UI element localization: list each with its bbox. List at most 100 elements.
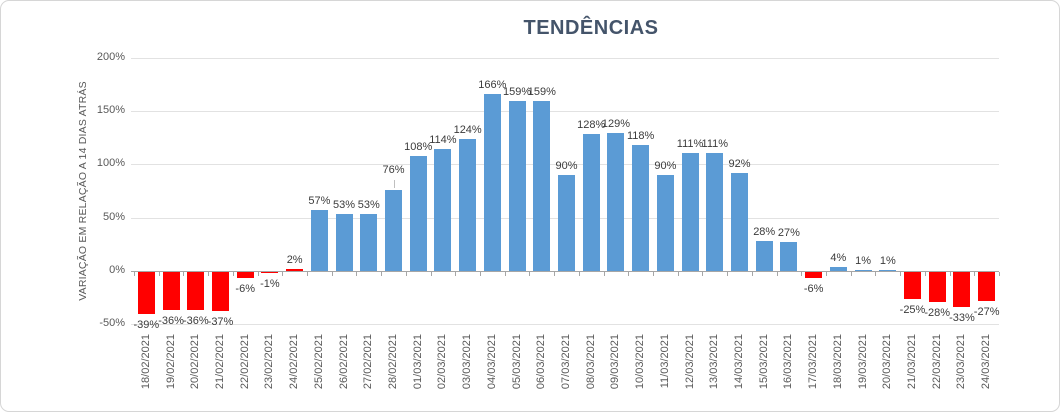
data-label: -1% [260, 278, 280, 291]
x-axis-tick-mark [381, 272, 383, 276]
x-axis-tick-mark [282, 272, 284, 276]
x-axis-tick-mark [331, 272, 333, 276]
data-label: 2% [286, 253, 303, 266]
x-axis-category-label: 22/02/2021 [238, 334, 251, 390]
bar[interactable] [681, 152, 699, 271]
x-axis-tick-mark [875, 272, 877, 276]
data-label: -36% [182, 315, 209, 328]
bar[interactable] [731, 172, 748, 271]
x-axis-tick-mark [257, 272, 259, 276]
bar[interactable] [558, 175, 575, 271]
data-label: 129% [601, 118, 630, 131]
bar[interactable] [434, 149, 452, 271]
bar[interactable] [854, 269, 872, 271]
data-label: 76% [382, 163, 405, 176]
bar[interactable] [904, 272, 921, 299]
bar[interactable] [162, 272, 180, 311]
x-axis-category-label: 07/03/2021 [560, 334, 572, 390]
bar[interactable] [978, 272, 996, 301]
y-axis-tick-label: 50% [102, 210, 125, 223]
x-axis-tick-mark [776, 272, 778, 276]
bar[interactable] [286, 268, 304, 271]
data-label: -6% [235, 283, 255, 296]
y-gridline [131, 57, 999, 59]
x-axis-category-label: 17/03/2021 [807, 334, 820, 390]
x-axis-category-label: 02/03/2021 [436, 334, 449, 390]
data-label: 111% [676, 137, 704, 150]
bar[interactable] [335, 214, 353, 271]
x-axis-category-label: 27/02/2021 [362, 334, 375, 390]
x-axis-category-label: 04/03/2021 [485, 334, 498, 390]
data-label: 114% [429, 134, 457, 147]
x-axis-category-label: 23/03/2021 [955, 334, 968, 390]
bar[interactable] [483, 93, 501, 271]
x-axis-tick-mark [430, 272, 432, 276]
x-axis-tick-mark [405, 272, 407, 276]
bar[interactable] [459, 138, 477, 271]
data-label: 4% [830, 251, 847, 264]
bar[interactable] [236, 272, 254, 279]
x-axis-tick-mark [480, 272, 481, 276]
x-axis-tick-mark [801, 272, 803, 276]
bar[interactable] [261, 272, 279, 274]
y-gridline [131, 324, 999, 326]
x-axis-tick-mark [134, 272, 135, 276]
x-axis-category-label: 03/03/2021 [461, 334, 474, 390]
data-label: -36% [158, 315, 184, 328]
x-axis-category-label: 14/03/2021 [733, 334, 745, 390]
x-axis-tick-mark [455, 272, 457, 276]
bar[interactable] [780, 242, 798, 271]
data-label: 111% [701, 137, 729, 150]
bar[interactable] [533, 101, 551, 271]
bar[interactable] [755, 241, 773, 271]
bar[interactable] [632, 145, 650, 271]
x-axis-tick-mark [999, 272, 1000, 276]
x-axis-category-label: 23/02/2021 [263, 334, 276, 390]
data-label: 166% [478, 78, 507, 91]
x-axis-category-label: 16/03/2021 [782, 334, 795, 390]
x-axis-tick-mark [751, 272, 753, 276]
x-axis-category-label: 12/03/2021 [683, 334, 696, 390]
data-label: 57% [308, 195, 331, 208]
bar[interactable] [409, 155, 427, 271]
bar[interactable] [953, 272, 971, 308]
bar[interactable] [928, 272, 946, 302]
bar[interactable] [187, 272, 205, 311]
bar[interactable] [656, 175, 674, 271]
x-axis-category-label: 15/03/2021 [757, 334, 770, 390]
bar[interactable] [805, 272, 823, 279]
data-label: 1% [855, 254, 872, 267]
bar[interactable] [310, 210, 328, 271]
bar[interactable] [385, 189, 402, 271]
bar[interactable] [879, 269, 897, 271]
x-axis-tick-mark [850, 272, 852, 276]
bar[interactable] [360, 214, 378, 271]
x-axis-category-label: 10/03/2021 [634, 334, 647, 390]
x-axis-tick-mark [232, 272, 234, 276]
x-axis-category-label: 21/02/2021 [214, 334, 226, 390]
bar[interactable] [508, 101, 526, 271]
data-label: -6% [803, 283, 824, 296]
x-axis-tick-mark [900, 272, 902, 276]
data-label: 53% [357, 199, 380, 212]
x-axis-tick-mark [578, 272, 580, 276]
bar[interactable] [607, 133, 625, 271]
x-axis-category-label: 19/02/2021 [164, 334, 177, 390]
bar[interactable] [212, 272, 229, 312]
bar[interactable] [582, 134, 600, 271]
bar[interactable] [829, 266, 847, 271]
y-axis-tick-label: -50% [99, 317, 125, 330]
bar[interactable] [706, 152, 724, 271]
data-label: 92% [728, 157, 751, 170]
data-label: 53% [333, 199, 356, 212]
bar[interactable] [137, 272, 155, 314]
x-axis-tick-mark [603, 272, 605, 276]
x-axis-tick-mark [183, 272, 185, 276]
x-axis-tick-mark [974, 272, 976, 276]
data-label: 1% [879, 254, 896, 267]
x-axis-category-label: 20/03/2021 [881, 334, 894, 390]
x-axis-category-label: 18/03/2021 [831, 334, 844, 390]
x-axis-category-label: 19/03/2021 [856, 334, 869, 390]
x-axis-category-label: 11/03/2021 [658, 334, 671, 389]
